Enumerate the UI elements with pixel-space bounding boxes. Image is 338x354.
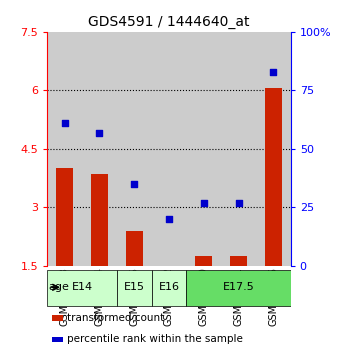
Bar	[256, 32, 291, 266]
Point	[97, 130, 102, 135]
FancyBboxPatch shape	[117, 270, 152, 307]
Text: E17.5: E17.5	[223, 282, 255, 292]
Bar	[221, 32, 256, 266]
Bar	[47, 32, 82, 266]
FancyBboxPatch shape	[47, 270, 117, 307]
Bar	[91, 174, 108, 266]
Point	[62, 120, 67, 126]
Bar	[230, 256, 247, 266]
Bar	[82, 32, 117, 266]
Text: percentile rank within the sample: percentile rank within the sample	[67, 334, 243, 344]
Point	[201, 200, 207, 206]
Point	[131, 181, 137, 187]
Text: E16: E16	[159, 282, 179, 292]
FancyBboxPatch shape	[186, 270, 291, 307]
Bar	[117, 32, 152, 266]
FancyBboxPatch shape	[152, 270, 186, 307]
Bar	[152, 32, 186, 266]
Point	[236, 200, 241, 206]
Text: E15: E15	[124, 282, 145, 292]
Text: E14: E14	[72, 282, 93, 292]
Bar	[56, 169, 73, 266]
Text: transformed count: transformed count	[67, 313, 164, 323]
Point	[166, 216, 172, 222]
Point	[271, 69, 276, 74]
Bar	[125, 231, 143, 266]
Title: GDS4591 / 1444640_at: GDS4591 / 1444640_at	[88, 16, 250, 29]
Bar	[52, 337, 63, 342]
Bar	[186, 32, 221, 266]
Text: age: age	[48, 282, 69, 292]
Bar	[265, 88, 282, 266]
Bar	[52, 315, 63, 321]
Bar	[195, 256, 213, 266]
